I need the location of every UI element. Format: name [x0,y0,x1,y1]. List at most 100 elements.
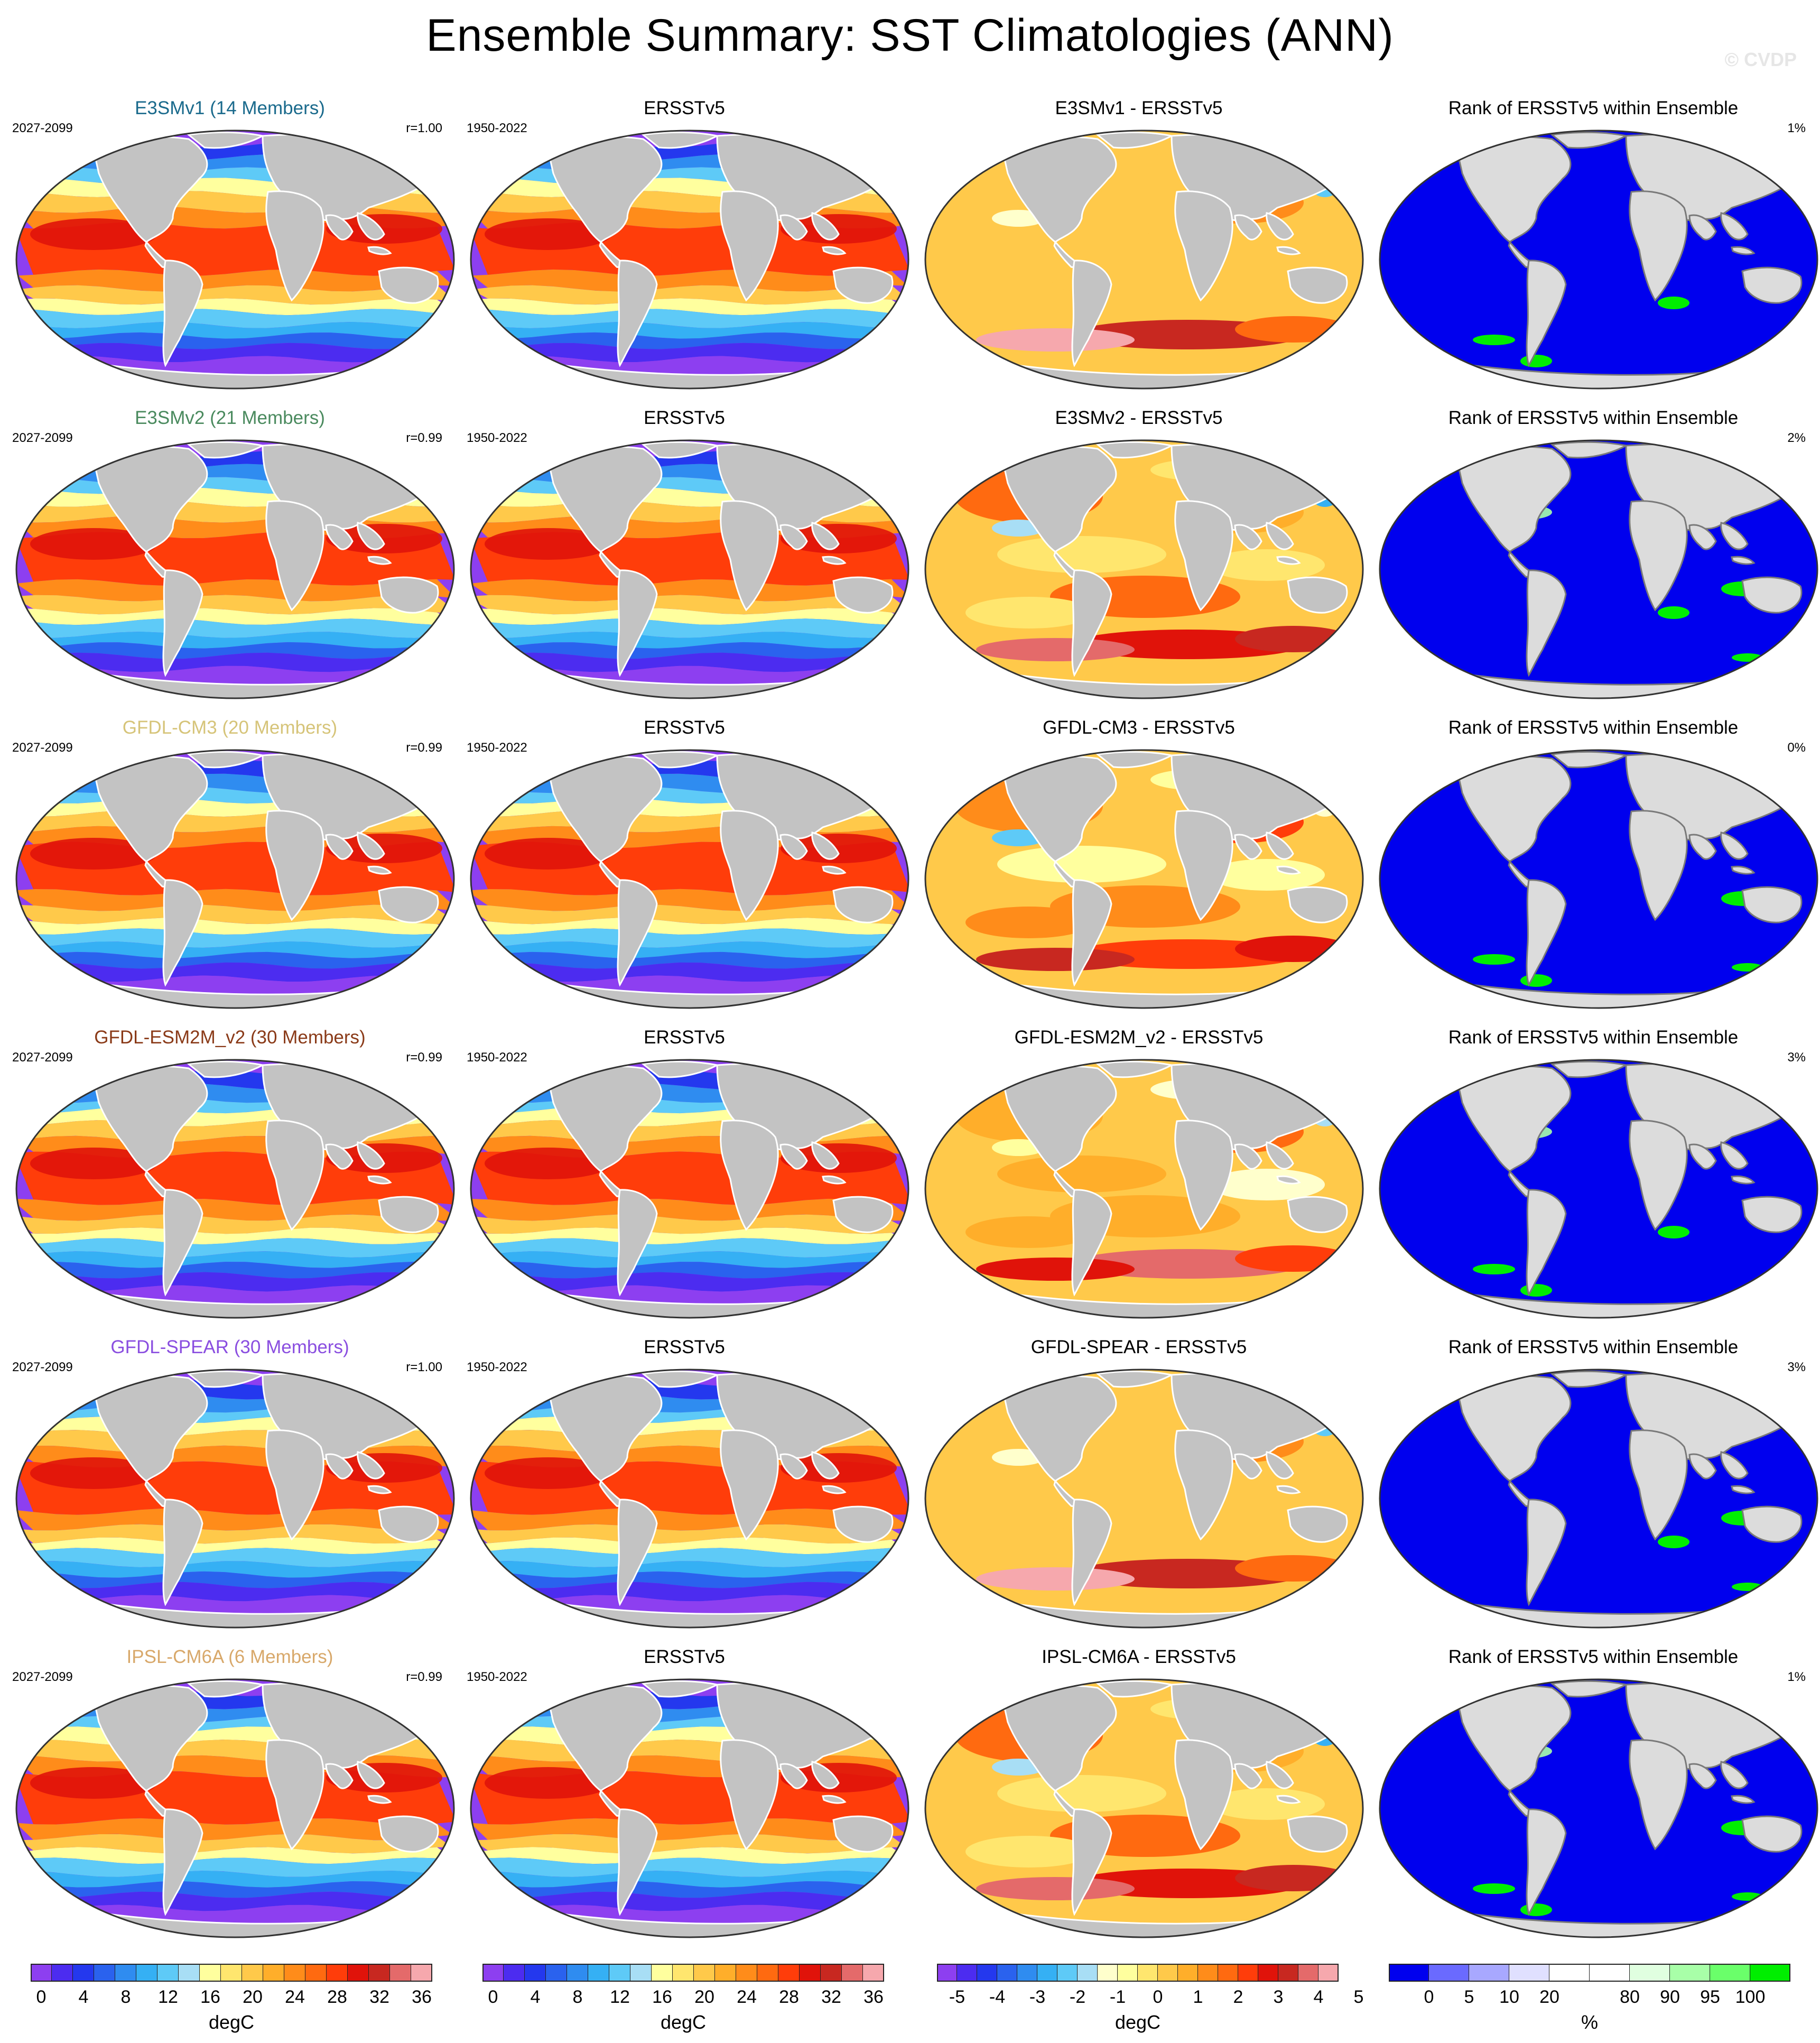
colorbar-swatch [179,1964,200,1982]
sst-contour-band [16,1871,454,1888]
landmass [1266,1141,1294,1170]
robinson-map-sst [470,1059,909,1319]
rank-cell-high [1473,335,1515,345]
colorbar-tick-label: 4 [78,1987,89,2007]
colorbar-swatch [736,1964,757,1982]
colorbar-swatch [157,1964,179,1982]
landmass [1234,1143,1262,1170]
colorbar-tick-label: 5 [1464,1987,1474,2007]
landmass [832,1505,894,1543]
colorbar-swatch [977,1964,997,1982]
landmass [1234,1763,1262,1789]
colorbar-swatch [652,1964,673,1982]
map-frame [1379,439,1818,699]
landmass [779,214,808,241]
landmass [1720,1451,1749,1480]
landmass [1688,214,1717,241]
landmass [1276,1485,1301,1494]
panel-title: E3SMv2 (21 Members) [135,408,325,428]
landmass [779,834,808,860]
sst-contour-band [471,579,908,602]
landmass [720,1739,779,1851]
colorbar-swatch [673,1964,694,1982]
colorbar-swatch [694,1964,715,1982]
landmass [378,1815,439,1853]
colorbar-swatch [997,1964,1017,1982]
landmass [1071,1189,1112,1297]
map-frame [924,130,1364,390]
landmass [1731,1175,1756,1185]
landmass [1174,1739,1233,1851]
landmass [822,865,847,875]
panel-title: ERSSTv5 [644,1027,725,1048]
sst-contour-band [471,343,908,363]
landmass [1071,260,1112,367]
colorbar-swatch [1118,1964,1138,1982]
colorbar-swatch [1750,1964,1790,1982]
landmass [1001,755,1117,863]
landmass [1629,1120,1688,1231]
sst-contour-band [471,1834,908,1854]
colorbar-tick-label: 24 [285,1987,305,2007]
landmass [92,755,208,863]
landmass [1688,1143,1717,1170]
colorbar-swatch [284,1964,305,1982]
colorbar-swatch [1670,1964,1710,1982]
colorbar-swatch [609,1964,630,1982]
colorbar-tick-label: 1 [1193,1987,1203,2007]
colorbar-tick-label: 2 [1233,1987,1243,2007]
landmass [1720,1761,1749,1789]
panel-title: E3SMv1 - ERSSTv5 [1055,98,1223,118]
colorbar-tick-label: 0 [1424,1987,1434,2007]
colorbar-tick-label: 4 [530,1987,541,2007]
sst-contour-band [471,1571,908,1588]
map-frame [470,1059,909,1319]
rank-cell-high [1658,1536,1689,1548]
rank-cell-high [1473,954,1515,965]
landmass [265,810,324,921]
sst-contour-band [16,1272,454,1292]
panel-obs: ERSSTv5 1950-2022 [457,1647,912,1943]
difference-contour [1235,1865,1351,1891]
landmass [547,1375,663,1482]
sst-contour-band [16,579,454,602]
landmass [1174,1429,1233,1541]
colorbar-swatch [1278,1964,1298,1982]
sst-contour-band [471,652,908,672]
colorbar-tick-label: 10 [1499,1987,1519,2007]
rank-cell-high [1520,974,1552,987]
colorbar-swatch [1549,1964,1590,1982]
sst-contour-band [471,1272,908,1292]
landmass [92,1685,208,1792]
rank-cell-high [1765,449,1794,491]
map-frame [924,1059,1364,1319]
sst-contour-band [471,1871,908,1888]
difference-contour [997,226,1166,263]
colorbar-swatch [1630,1964,1670,1982]
sst-contour-band [16,951,454,969]
landmass [1629,1429,1688,1541]
panel-obs: ERSSTv5 1950-2022 [457,1027,912,1323]
difference-contour [997,1465,1166,1502]
panel-diff: IPSL-CM6A - ERSSTv5 [912,1647,1366,1943]
panel-rank: Rank of ERSSTv5 within Ensemble 3% [1366,1027,1820,1323]
colorbar-swatch [1258,1964,1278,1982]
landmass [1526,1189,1567,1297]
sst-contour-band [471,608,908,625]
difference-contour [976,328,1135,352]
landmass [357,212,385,241]
landmass [1071,879,1112,987]
sst-contour-band [16,1214,454,1234]
colorbar-swatch [221,1964,242,1982]
colorbar-swatch [327,1964,348,1982]
sst-contour-band [471,269,908,292]
colorbar-tick-label: 90 [1660,1987,1680,2007]
colorbar-swatch [630,1964,652,1982]
sst-contour-band [471,1537,908,1555]
sst-contour-band [471,1261,908,1279]
colorbar-swatch [136,1964,157,1982]
panel-obs: ERSSTv5 1950-2022 [457,408,912,704]
landmass [92,1065,208,1172]
landmass [325,834,354,860]
panel-rank: Rank of ERSSTv5 within Ensemble 2% [1366,408,1820,704]
